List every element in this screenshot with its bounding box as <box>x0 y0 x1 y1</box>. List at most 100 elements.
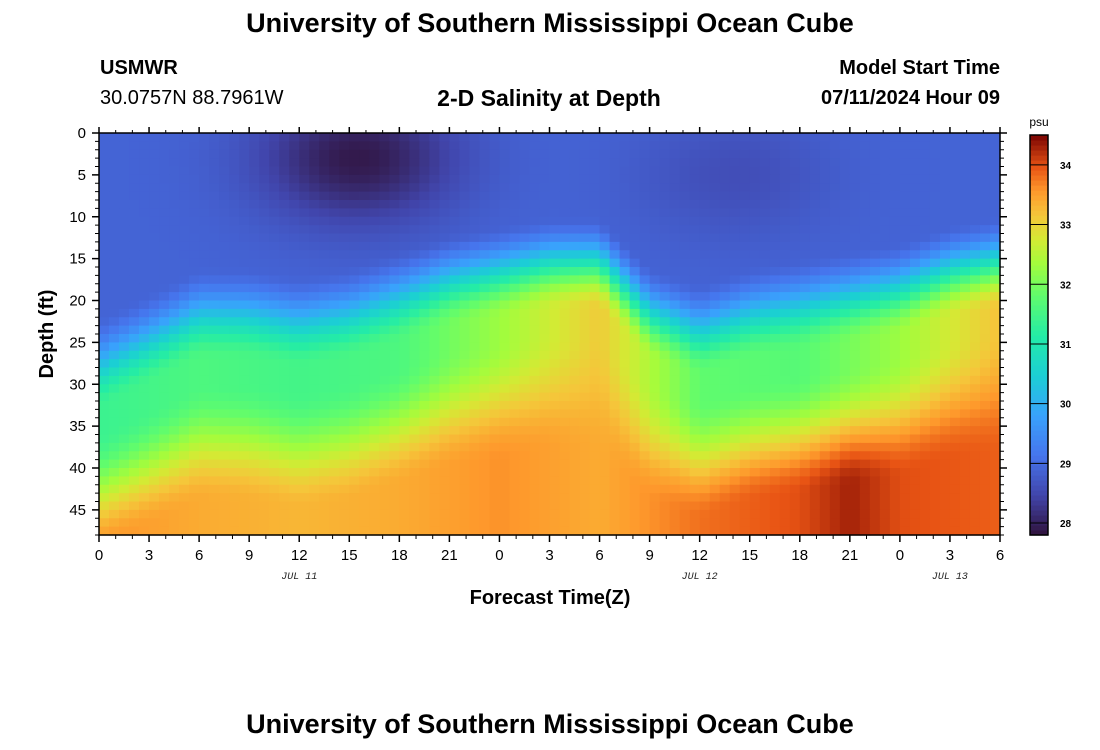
heatmap-cell <box>879 283 891 293</box>
heatmap-cell <box>779 308 791 318</box>
heatmap-cell <box>639 241 651 251</box>
heatmap-cell <box>679 300 691 310</box>
heatmap-cell <box>599 317 611 327</box>
heatmap-cell <box>809 476 821 486</box>
heatmap-cell <box>409 250 420 260</box>
heatmap-cell <box>979 267 991 276</box>
heatmap-cell <box>299 459 310 469</box>
heatmap-cell <box>339 275 350 285</box>
heatmap-cell <box>869 342 881 352</box>
heatmap-cell <box>629 317 641 327</box>
heatmap-cell <box>579 250 591 260</box>
heatmap-cell <box>899 275 911 285</box>
heatmap-cell <box>259 325 270 335</box>
heatmap-cell <box>359 208 370 218</box>
heatmap-cell <box>579 518 591 528</box>
heatmap-cell <box>609 149 621 159</box>
heatmap-cell <box>239 401 250 410</box>
heatmap-cell <box>279 267 290 276</box>
heatmap-cell <box>939 292 951 302</box>
heatmap-cell <box>169 451 180 461</box>
heatmap-cell <box>639 484 651 494</box>
heatmap-cell <box>529 442 541 452</box>
heatmap-cell <box>219 275 230 285</box>
heatmap-cell <box>479 183 491 193</box>
colorbar-segment <box>1030 460 1048 466</box>
heatmap-cell <box>769 401 781 410</box>
heatmap-cell <box>929 325 941 335</box>
heatmap-cell <box>569 375 581 385</box>
heatmap-cell <box>159 183 170 193</box>
colorbar-segment <box>1030 175 1048 181</box>
heatmap-cell <box>729 334 741 343</box>
heatmap-cell <box>189 367 200 377</box>
heatmap-cell <box>899 325 911 335</box>
heatmap-cell <box>939 459 951 469</box>
heatmap-cell <box>669 208 681 218</box>
heatmap-cell <box>269 409 280 419</box>
heatmap-cell <box>909 493 921 503</box>
heatmap-cell <box>129 208 140 218</box>
heatmap-cell <box>449 409 460 419</box>
heatmap-cell <box>359 434 370 444</box>
heatmap-cell <box>599 275 611 285</box>
heatmap-cell <box>939 317 951 327</box>
heatmap-cell <box>579 334 591 343</box>
heatmap-cell <box>159 392 170 402</box>
heatmap-cell <box>189 518 200 528</box>
heatmap-cell <box>759 225 771 235</box>
heatmap-cell <box>719 334 731 343</box>
heatmap-cell <box>889 367 901 377</box>
heatmap-cell <box>609 451 621 461</box>
heatmap-cell <box>949 225 961 235</box>
heatmap-cell <box>479 174 491 184</box>
heatmap-cell <box>379 208 390 218</box>
heatmap-cell <box>769 317 781 327</box>
heatmap-cell <box>889 183 901 193</box>
heatmap-cell <box>959 384 971 394</box>
heatmap-cell <box>239 317 250 327</box>
heatmap-cell <box>919 484 931 494</box>
heatmap-cell <box>249 375 260 385</box>
heatmap-cell <box>399 342 410 352</box>
heatmap-cell <box>739 509 751 519</box>
heatmap-cell <box>779 200 791 209</box>
heatmap-cell <box>669 493 681 503</box>
heatmap-cell <box>399 518 410 528</box>
heatmap-cell <box>829 384 841 394</box>
heatmap-cell <box>829 401 841 410</box>
heatmap-cell <box>469 317 481 327</box>
heatmap-cell <box>809 442 821 452</box>
heatmap-cell <box>589 334 601 343</box>
heatmap-cell <box>609 342 621 352</box>
heatmap-cell <box>569 384 581 394</box>
heatmap-cell <box>949 308 961 318</box>
heatmap-cell <box>929 384 941 394</box>
heatmap-cell <box>539 166 551 176</box>
heatmap-cell <box>589 292 601 302</box>
heatmap-cell <box>899 174 911 184</box>
heatmap-cell <box>919 459 931 469</box>
colorbar-segment <box>1030 470 1048 476</box>
heatmap-cell <box>989 325 1001 335</box>
heatmap-cell <box>229 283 240 293</box>
heatmap-cell <box>539 233 551 243</box>
heatmap-cell <box>869 493 881 503</box>
heatmap-cell <box>479 375 491 385</box>
heatmap-cell <box>239 392 250 402</box>
heatmap-cell <box>469 166 481 176</box>
heatmap-cell <box>239 334 250 343</box>
heatmap-cell <box>699 200 711 209</box>
heatmap-cell <box>419 283 430 293</box>
heatmap-cell <box>149 468 160 477</box>
heatmap-cell <box>619 350 631 360</box>
heatmap-cell <box>229 426 240 436</box>
heatmap-cell <box>419 158 430 168</box>
heatmap-cell <box>699 392 711 402</box>
heatmap-cell <box>789 459 801 469</box>
heatmap-cell <box>349 484 360 494</box>
heatmap-cell <box>249 518 260 528</box>
heatmap-cell <box>529 401 541 410</box>
heatmap-cell <box>459 442 471 452</box>
heatmap-cell <box>469 434 481 444</box>
